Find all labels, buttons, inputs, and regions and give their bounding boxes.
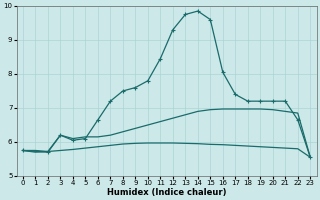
X-axis label: Humidex (Indice chaleur): Humidex (Indice chaleur) bbox=[107, 188, 226, 197]
